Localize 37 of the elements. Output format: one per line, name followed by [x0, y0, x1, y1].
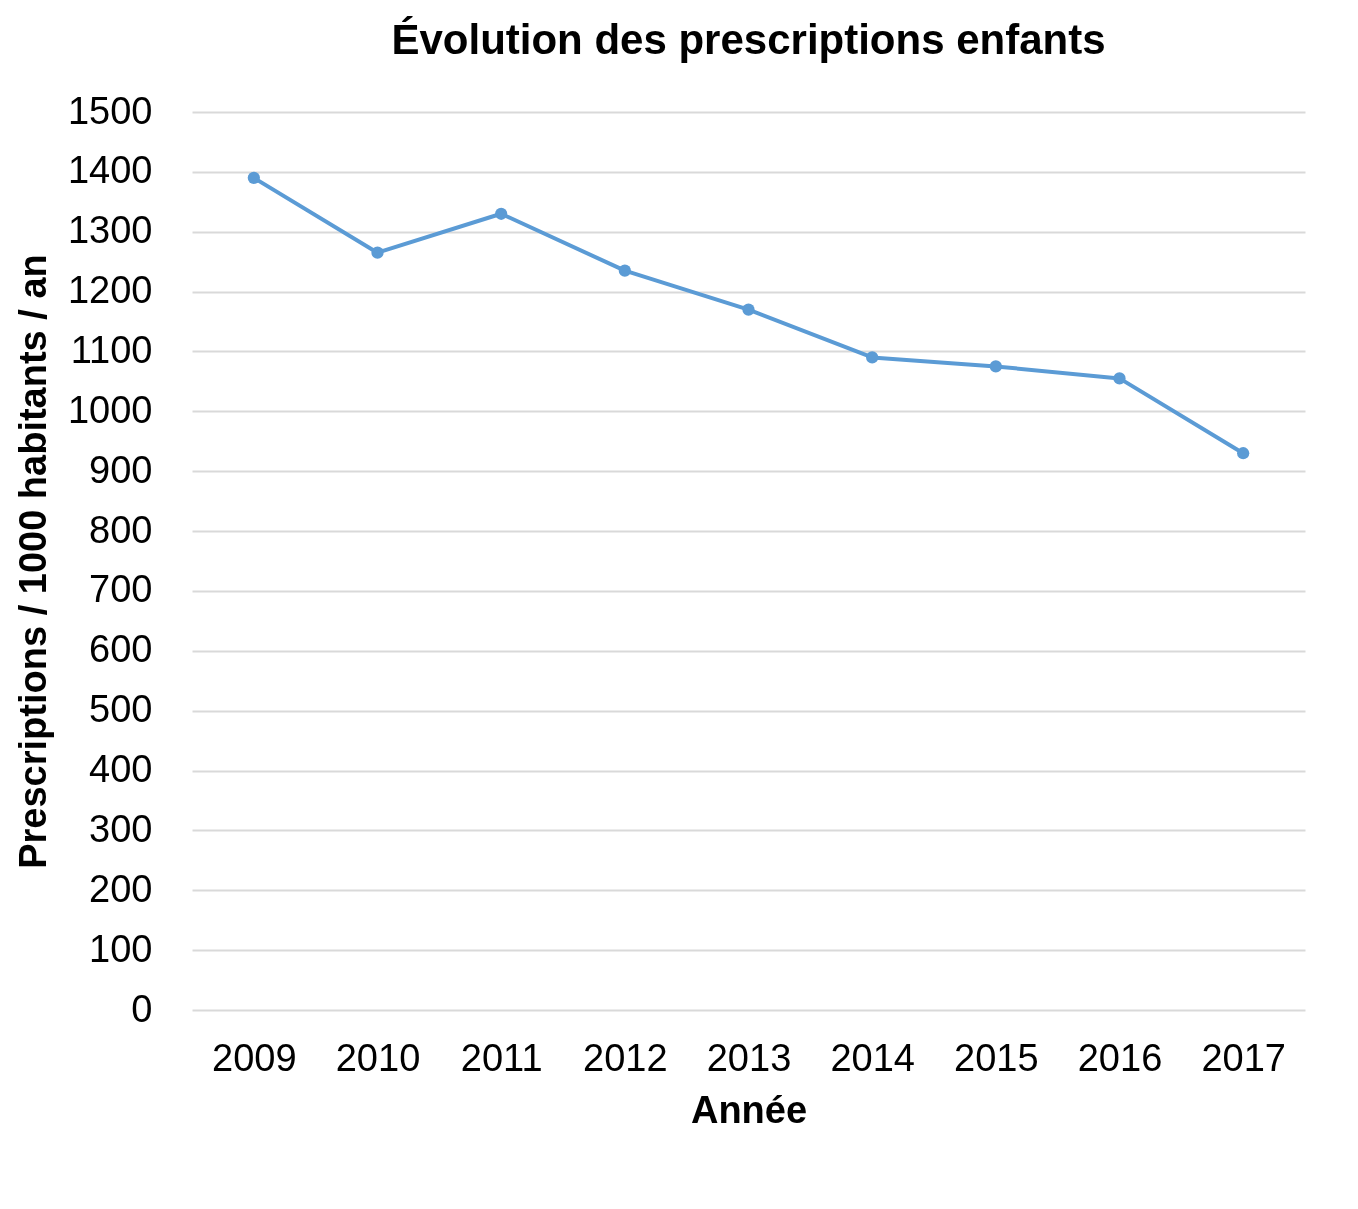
y-tick-label: 1200 — [67, 269, 153, 312]
x-tick-label: 2015 — [954, 1036, 1039, 1079]
point — [371, 246, 384, 259]
point — [989, 360, 1002, 373]
point — [866, 351, 879, 364]
x-tick-label: 2014 — [830, 1036, 915, 1079]
y-tick-label: 500 — [89, 688, 153, 731]
y-tick-label: 1500 — [67, 89, 153, 132]
y-tick-label: 1400 — [67, 149, 153, 192]
y-tick-label: 400 — [89, 748, 153, 791]
y-tick-label: 1000 — [67, 388, 153, 431]
x-tick-label: 2011 — [460, 1036, 543, 1079]
point — [1237, 447, 1250, 460]
x-tick-label: 2013 — [706, 1036, 792, 1079]
y-tick-label: 800 — [89, 508, 153, 551]
x-tick-label: 2009 — [212, 1036, 297, 1079]
point — [618, 264, 631, 277]
y-tick-label: 0 — [131, 987, 153, 1030]
y-tick-label: 600 — [89, 628, 153, 671]
y-tick-label: 1300 — [67, 209, 153, 252]
x-tick-label: 2016 — [1077, 1036, 1163, 1079]
y-axis-title: Prescriptions / 1000 habitants / an — [11, 254, 54, 869]
point — [247, 171, 260, 184]
y-tick-label: 100 — [89, 927, 153, 970]
y-tick-label: 200 — [89, 867, 153, 910]
y-tick-label: 300 — [89, 807, 153, 850]
y-tick-label: 700 — [89, 568, 153, 611]
x-axis-title: Année — [690, 1088, 808, 1131]
y-tick-label: 1100 — [70, 328, 153, 371]
point — [1113, 372, 1126, 385]
point — [495, 207, 508, 220]
x-tick-label: 2017 — [1201, 1036, 1286, 1079]
y-tick-label: 900 — [89, 448, 153, 491]
x-tick-label: 2010 — [335, 1036, 421, 1079]
x-tick-label: 2012 — [583, 1036, 668, 1079]
chart-title: Évolution des prescriptions enfants — [391, 16, 1106, 63]
point — [742, 303, 755, 316]
